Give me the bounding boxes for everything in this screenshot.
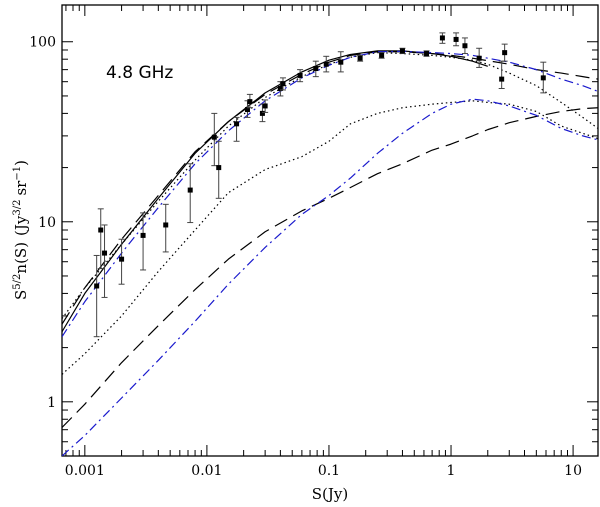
minor-ticks (62, 5, 598, 457)
major-ticks (62, 5, 598, 456)
data-point (338, 59, 344, 65)
x-tick-label: 0.001 (65, 463, 105, 479)
data-point (187, 187, 193, 193)
data-point (462, 43, 468, 49)
data-point (540, 75, 546, 81)
curve-component-dashed (62, 107, 598, 428)
curve-total-dotted (62, 52, 598, 319)
data-point (323, 61, 329, 67)
data-point (140, 232, 146, 238)
data-point (277, 85, 283, 91)
x-tick-label: 0.1 (318, 463, 340, 479)
data-point (262, 103, 268, 109)
x-tick-label: 10 (564, 463, 582, 479)
data-points (93, 32, 547, 338)
y-tick-labels: 1 10 100 (29, 35, 56, 411)
data-point (94, 283, 100, 289)
data-point (439, 35, 445, 41)
data-point (453, 36, 459, 42)
y-axis-title: S5/2n(S)(Jy3/2sr−1) (12, 160, 30, 300)
data-point (379, 52, 385, 58)
data-point (102, 250, 108, 256)
data-point (119, 256, 125, 262)
data-point (216, 165, 222, 171)
data-point (244, 107, 250, 113)
y-tick-label: 100 (29, 35, 56, 51)
curve-component-dashdot-blue (62, 98, 598, 456)
x-tick-label: 1 (447, 463, 456, 479)
model-curves (62, 50, 598, 456)
x-tick-label: 0.01 (191, 463, 222, 479)
frequency-annotation: 4.8 GHz (106, 63, 173, 83)
data-point (297, 72, 303, 78)
data-point (499, 76, 505, 82)
data-point (211, 134, 217, 140)
data-point (247, 99, 253, 105)
data-point (357, 55, 363, 61)
y-tick-label: 1 (47, 395, 56, 411)
data-point (399, 48, 405, 54)
y-tick-label: 10 (38, 215, 56, 231)
curve-component-dotted (62, 100, 598, 375)
x-tick-labels: 0.001 0.01 0.1 1 10 (65, 463, 582, 479)
data-point (259, 110, 265, 116)
x-axis-title: S(Jy) (312, 485, 348, 503)
data-point (313, 66, 319, 72)
curve-total-dashed (62, 51, 598, 325)
curve-total-solid (62, 50, 488, 333)
data-point (502, 50, 508, 56)
data-point (424, 51, 430, 57)
data-point (476, 55, 482, 61)
data-point (163, 222, 169, 228)
data-point (234, 121, 240, 127)
data-point (98, 227, 104, 233)
data-point (280, 81, 286, 87)
